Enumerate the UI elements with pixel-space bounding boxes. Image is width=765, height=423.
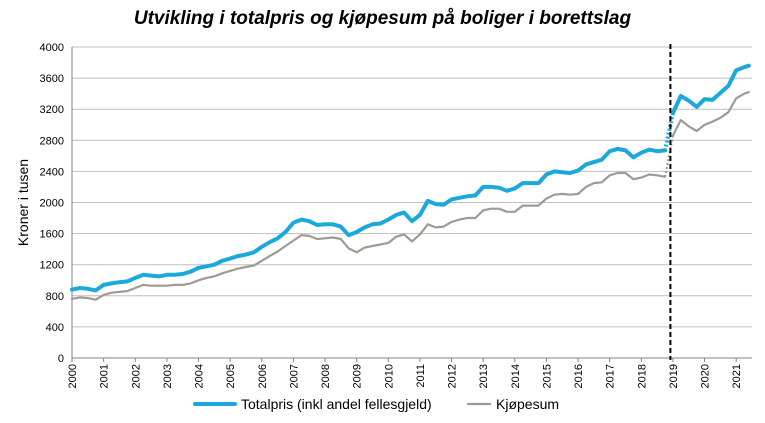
x-tick-label: 2010 — [383, 364, 395, 388]
x-tick-label: 2009 — [352, 364, 364, 388]
x-tick-label: 2012 — [447, 364, 459, 388]
y-axis-label: Kroner i tusen — [15, 159, 31, 246]
x-tick-label: 2014 — [510, 364, 522, 388]
y-tick-label: 4000 — [40, 42, 64, 54]
x-tick-label: 2008 — [320, 364, 332, 388]
y-tick-label: 2400 — [40, 166, 64, 178]
x-tick-label: 2021 — [731, 364, 743, 388]
x-tick-label: 2020 — [700, 364, 712, 388]
x-tick-label: 2002 — [130, 364, 142, 388]
x-tick-label: 2019 — [668, 364, 680, 388]
y-tick-label: 400 — [46, 322, 64, 334]
y-tick-label: 3600 — [40, 73, 64, 85]
legend-label-totalpris: Totalpris (inkl andel fellesgjeld) — [241, 396, 432, 412]
x-tick-label: 2005 — [225, 364, 237, 388]
series-line-totalpris-seg1 — [670, 63, 751, 116]
x-tick-label: 2015 — [541, 364, 553, 388]
y-tick-label: 2800 — [40, 135, 64, 147]
x-tick-label: 2017 — [605, 364, 617, 388]
x-tick-label: 2001 — [99, 364, 111, 388]
y-tick-label: 800 — [46, 291, 64, 303]
series-connector-kjopesum — [663, 135, 675, 178]
chart-title: Utvikling i totalpris og kjøpesum på bol… — [133, 8, 632, 29]
x-tick-label: 2000 — [67, 364, 79, 388]
y-tick-label: 1600 — [40, 229, 64, 241]
x-tick-label: 2018 — [636, 364, 648, 388]
x-tick-label: 2007 — [288, 364, 300, 388]
series-line-kjopesum-seg0 — [70, 171, 667, 301]
x-tick-label: 2006 — [257, 364, 269, 388]
x-tick-label: 2003 — [162, 364, 174, 388]
x-tick-label: 2004 — [194, 364, 206, 388]
x-tick-label: 2013 — [478, 364, 490, 388]
y-tick-label: 3200 — [40, 104, 64, 116]
x-tick-label: 2011 — [415, 364, 427, 388]
series-line-kjopesum-seg1 — [671, 90, 750, 137]
legend-label-kjopesum: Kjøpesum — [496, 396, 559, 412]
x-tick-label: 2016 — [573, 364, 585, 388]
y-tick-label: 2000 — [40, 198, 64, 210]
y-tick-label: 0 — [58, 353, 64, 365]
series-line-totalpris-seg0 — [70, 146, 667, 293]
y-tick-label: 1200 — [40, 260, 64, 272]
